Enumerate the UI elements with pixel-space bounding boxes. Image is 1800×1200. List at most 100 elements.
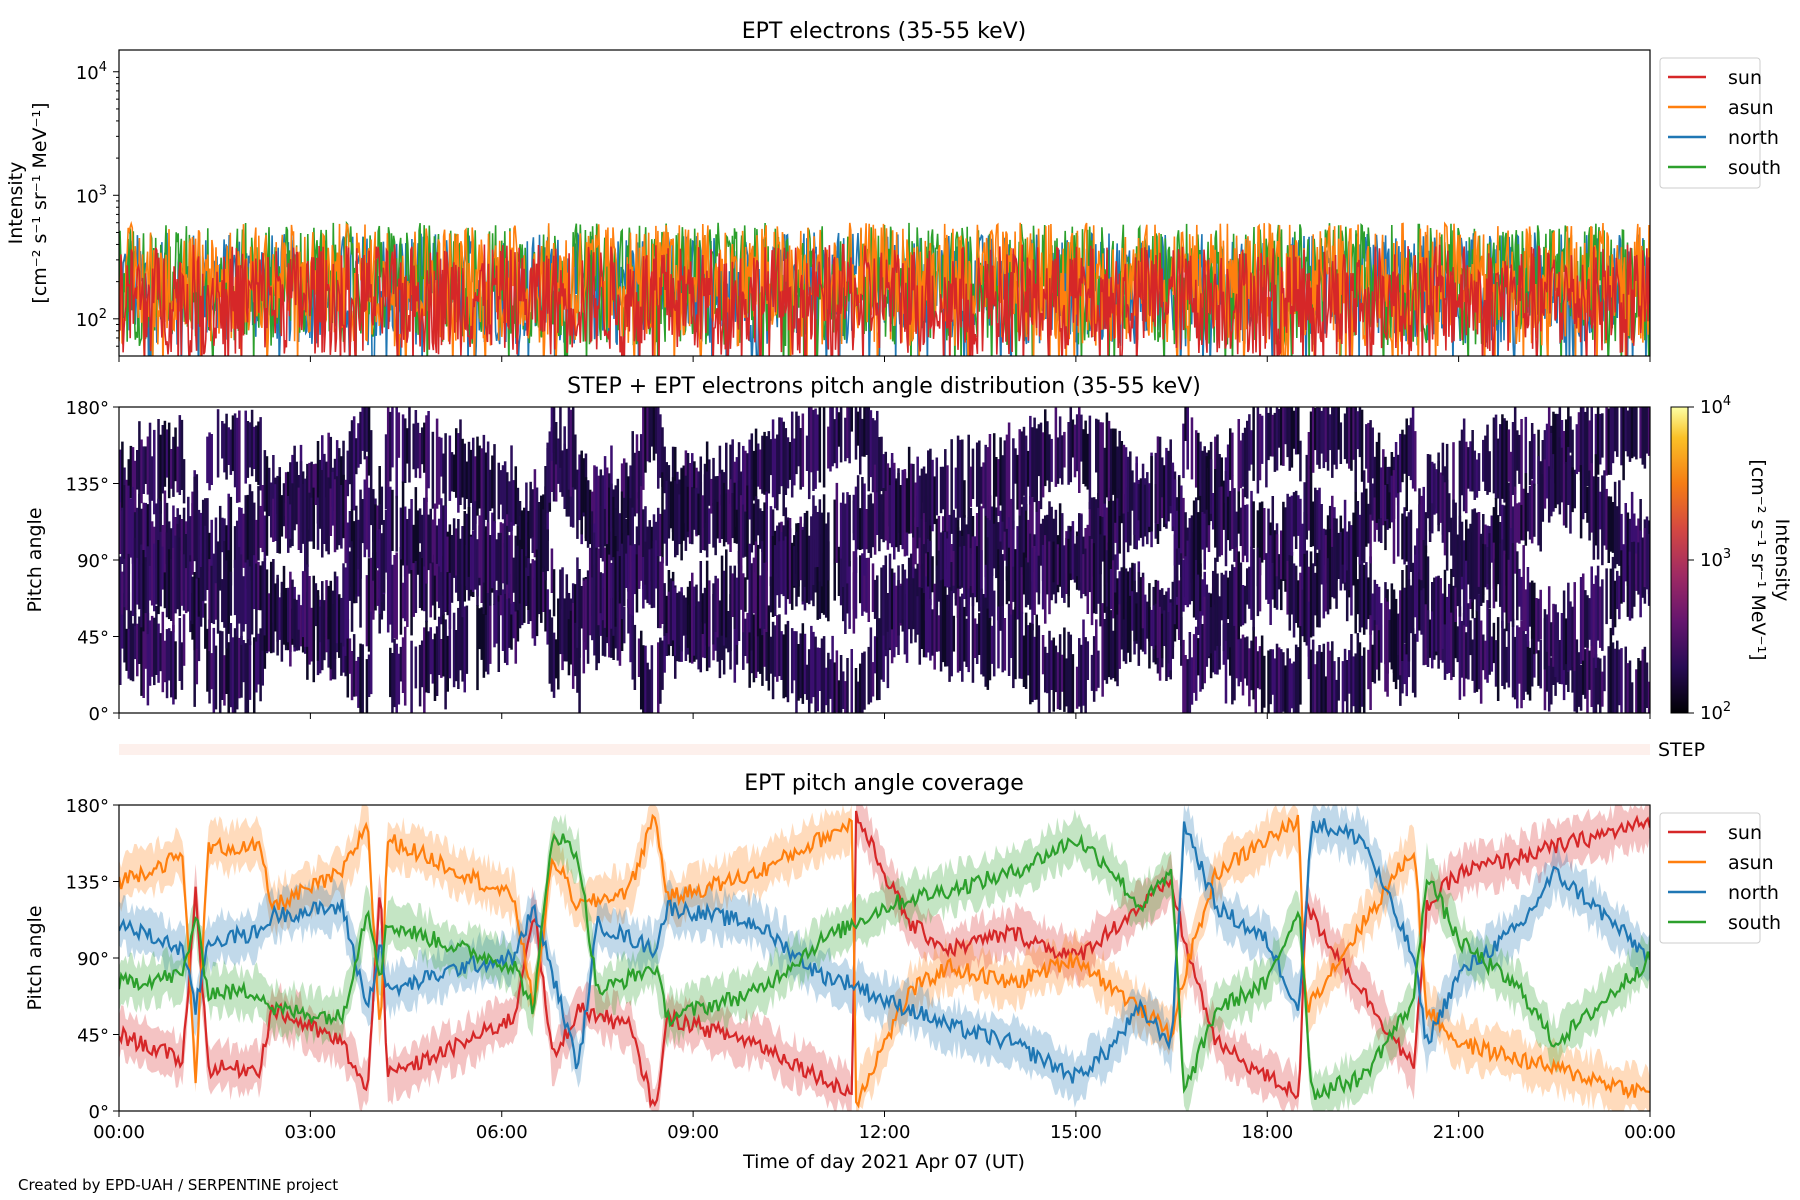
heatmap-cell (1250, 430, 1253, 465)
heatmap-cell (289, 504, 292, 539)
heatmap-cell (1307, 432, 1311, 514)
heatmap-cell (1245, 420, 1249, 499)
heatmap-cell (1388, 492, 1391, 529)
heatmap-cell (274, 583, 277, 632)
heatmap-cell (348, 638, 352, 674)
heatmap-cell (954, 519, 958, 606)
heatmap-cell (150, 521, 154, 572)
heatmap-cell (1360, 655, 1364, 707)
heatmap-cell (225, 413, 228, 480)
heatmap-cell (863, 651, 866, 710)
heatmap-cell (992, 513, 996, 569)
legend-label-sun: sun (1728, 822, 1762, 844)
heatmap-cell (1501, 620, 1504, 686)
heatmap-cell (1001, 455, 1004, 522)
heatmap-cell (1594, 454, 1598, 546)
heatmap-cell (259, 628, 262, 702)
heatmap-cell (1026, 450, 1030, 487)
heatmap-cell (127, 592, 131, 679)
heatmap-cell (669, 481, 673, 529)
heatmap-cell (1063, 431, 1066, 468)
panel1-series-group (119, 220, 1650, 356)
heatmap-cell (576, 647, 579, 693)
heatmap-cell (1437, 452, 1440, 532)
heatmap-cell (950, 439, 953, 534)
heatmap-cell (440, 639, 443, 678)
heatmap-cell (578, 627, 581, 713)
heatmap-cell (767, 431, 771, 494)
heatmap-cell (1343, 413, 1347, 460)
heatmap-cell (1467, 528, 1470, 585)
heatmap-cell (1090, 654, 1094, 691)
heatmap-cell (952, 551, 956, 586)
heatmap-cell (403, 506, 407, 577)
heatmap-cell (482, 434, 486, 522)
heatmap-cell (1581, 660, 1585, 695)
heatmap-cell (1594, 575, 1598, 668)
heatmap-cell (178, 537, 182, 616)
heatmap-cell (716, 614, 720, 662)
heatmap-cell (352, 521, 356, 604)
heatmap-cell (374, 504, 377, 580)
heatmap-cell (1020, 431, 1024, 505)
heatmap-cell (718, 600, 722, 679)
heatmap-cell (1024, 504, 1028, 584)
heatmap-cell (350, 651, 354, 701)
heatmap-cell (565, 574, 569, 662)
heatmap-cell (1611, 556, 1615, 636)
heatmap-cell (316, 590, 320, 661)
heatmap-cell (233, 413, 237, 488)
heatmap-cell (1613, 481, 1617, 569)
heatmap-cell (1443, 600, 1447, 680)
heatmap-cell (1273, 658, 1277, 713)
heatmap-cell (1180, 485, 1183, 578)
heatmap-cell (159, 531, 162, 607)
heatmap-cell (691, 487, 694, 545)
heatmap-cell (956, 527, 960, 618)
heatmap-cell (1396, 613, 1400, 656)
heatmap-cell (1475, 521, 1479, 612)
heatmap-cell (484, 526, 488, 605)
heatmap-cell (1214, 557, 1217, 651)
heatmap-cell (440, 498, 443, 573)
heatmap-cell (165, 532, 169, 618)
heatmap-cell (1392, 589, 1396, 682)
heatmap-cell (1522, 621, 1525, 700)
heatmap-cell (1324, 676, 1328, 713)
heatmap-cell (1505, 554, 1508, 632)
heatmap-cell (312, 601, 316, 683)
heatmap-cell (235, 626, 239, 710)
heatmap-cell (391, 407, 394, 468)
heatmap-cell (1420, 560, 1423, 607)
heatmap-cell (1080, 514, 1083, 599)
heatmap-cell (1550, 433, 1553, 517)
heatmap-cell (1456, 626, 1460, 663)
heatmap-cell (170, 528, 173, 578)
heatmap-cell (1645, 407, 1649, 454)
heatmap-cell (1007, 510, 1011, 576)
heatmap-cell (289, 571, 292, 667)
heatmap-cell (1026, 519, 1030, 570)
heatmap-cell (1239, 638, 1243, 682)
heatmap-cell (1326, 558, 1330, 615)
heatmap-cell (780, 417, 783, 487)
heatmap-cell (856, 411, 860, 446)
heatmap-cell (150, 456, 154, 501)
heatmap-cell (1063, 627, 1066, 712)
heatmap-cell (716, 476, 720, 516)
heatmap-cell (1469, 620, 1472, 656)
heatmap-cell (782, 634, 785, 699)
heatmap-cell (208, 559, 211, 652)
panel1-ylabel-line2: [cm⁻² s⁻¹ sr⁻¹ MeV⁻¹] (29, 102, 51, 303)
heatmap-cell (756, 499, 760, 536)
heatmap-cell (325, 580, 328, 653)
heatmap-cell (795, 411, 798, 475)
heatmap-cell (780, 532, 783, 595)
heatmap-cell (208, 432, 211, 491)
heatmap-cell (1494, 414, 1498, 500)
heatmap-cell (1318, 645, 1321, 713)
heatmap-cell (1358, 407, 1362, 458)
heatmap-cell (1647, 681, 1650, 713)
heatmap-cell (187, 496, 190, 590)
heatmap-cell (1320, 504, 1323, 585)
